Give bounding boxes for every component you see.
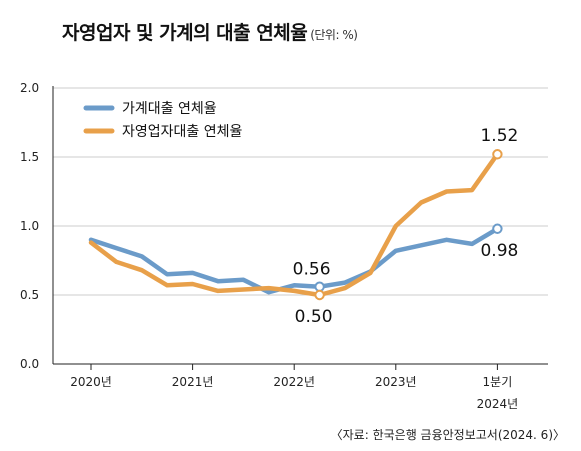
legend-label: 가계대출 연체율 <box>122 101 217 117</box>
x-tick-label: 2023년 <box>375 375 417 389</box>
chart-data-labels: 0.56 0.50 1.52 0.98 <box>293 126 519 327</box>
series-line-2 <box>88 151 500 298</box>
y-tick-label: 1.0 <box>20 219 39 233</box>
data-label: 1.52 <box>480 126 518 146</box>
chart-series <box>88 149 503 301</box>
series-line-1 <box>88 226 500 295</box>
y-tick-label: 2.0 <box>20 81 39 95</box>
x-tick-label: 1분기 <box>483 375 513 389</box>
chart-title-text: 자영업자 및 가계의 대출 연체율 <box>62 22 308 44</box>
unit-label: (단위: %) <box>310 28 358 42</box>
data-point-marker <box>314 281 325 292</box>
data-point-marker <box>492 223 503 234</box>
chart-axes: 0.0 0.5 1.0 1.5 2.0 2020년 2021년 2022년 2023년 1분기 20… <box>20 81 548 411</box>
y-tick-label: 0.0 <box>20 357 39 371</box>
x-tick-label: 2022년 <box>273 375 315 389</box>
x-tick-label: 2024년 <box>477 397 519 411</box>
source-note: 〈자료: 한국은행 금융안정보고서(2024. 6)〉 <box>330 428 565 442</box>
data-label: 0.56 <box>293 260 331 280</box>
data-point-marker <box>314 289 325 301</box>
legend-label: 자영업자대출 연체율 <box>122 124 242 140</box>
y-tick-label: 0.5 <box>20 288 39 302</box>
y-tick-label: 1.5 <box>20 150 39 164</box>
chart-title: 자영업자 및 가계의 대출 연체율 (단위: %) <box>62 18 358 45</box>
x-tick-label: 2020년 <box>70 375 112 389</box>
data-point-marker <box>492 149 503 160</box>
data-label: 0.98 <box>480 241 518 261</box>
data-label: 0.50 <box>295 307 333 327</box>
x-tick-label: 2021년 <box>172 375 214 389</box>
